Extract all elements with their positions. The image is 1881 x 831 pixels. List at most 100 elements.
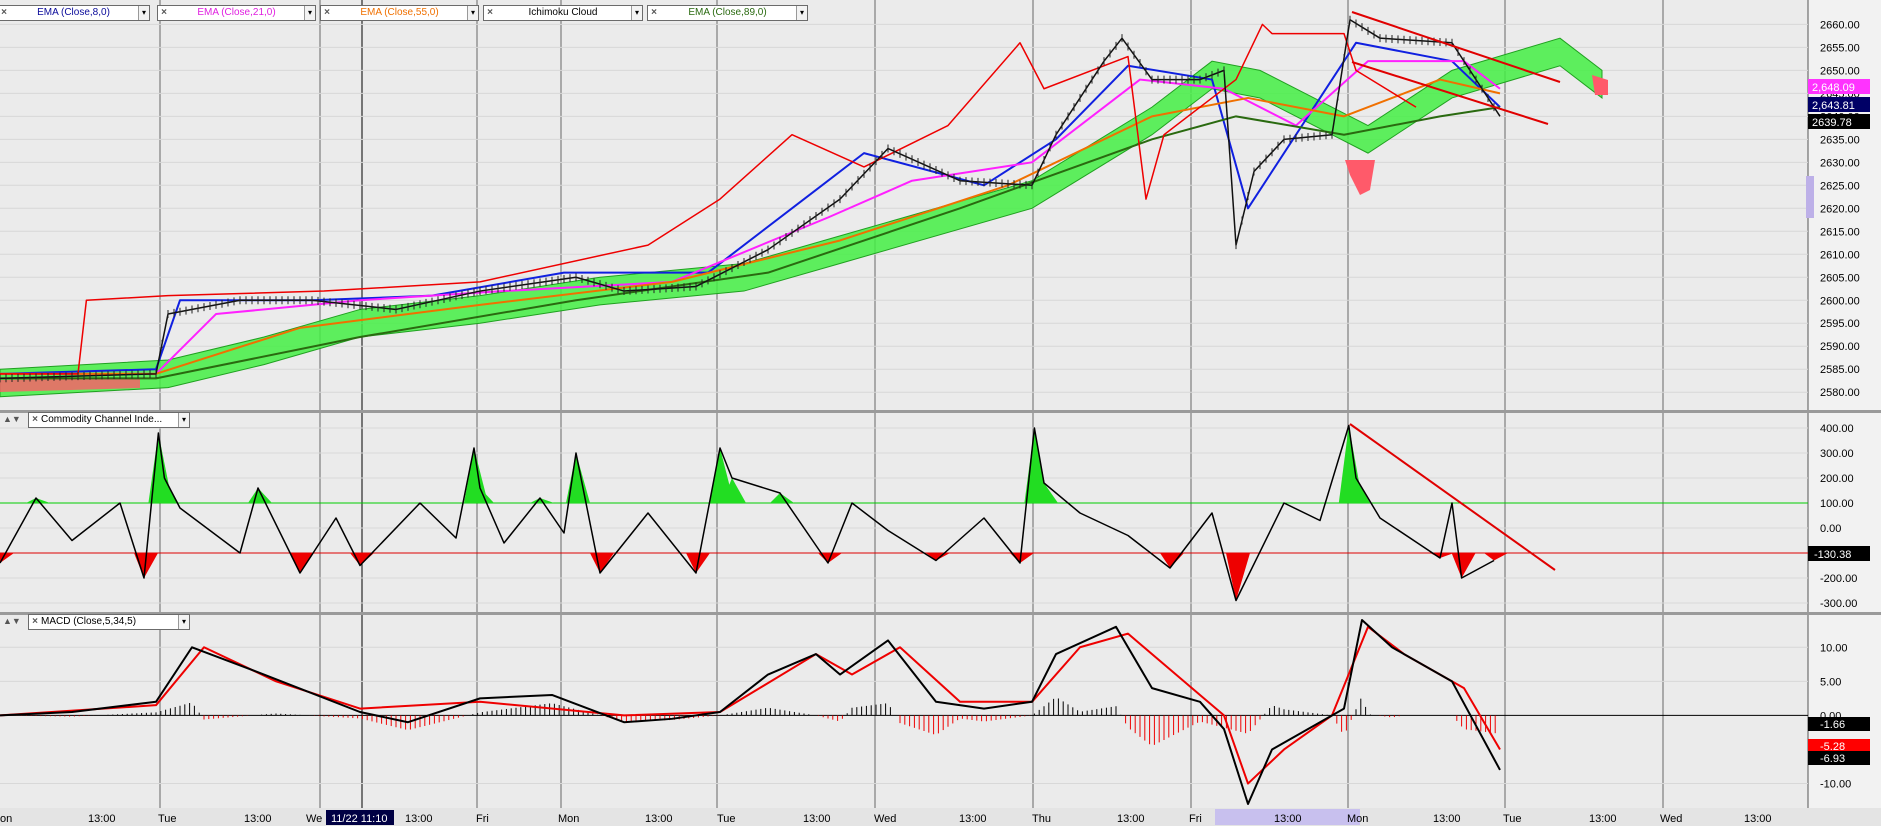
cci-oversold-fill xyxy=(1484,553,1508,561)
time-axis-label: 13:00 xyxy=(959,813,987,825)
cci-trendline xyxy=(1349,423,1556,571)
time-axis-label: Wed xyxy=(874,813,896,825)
time-axis-label: 13:00 xyxy=(88,813,116,825)
close-icon[interactable]: × xyxy=(161,7,167,18)
cci-oversold-fill xyxy=(290,553,314,573)
time-axis-label: 13:00 xyxy=(803,813,831,825)
indicator-box[interactable]: × Ichimoku Cloud ▾ xyxy=(483,5,643,21)
chevron-down-icon[interactable]: ▾ xyxy=(467,6,478,20)
panel-separator xyxy=(0,410,1881,413)
price-tick-label: 2655.00 xyxy=(1820,42,1860,54)
time-axis-label: Tue xyxy=(717,813,736,825)
chevron-down-icon[interactable]: ▾ xyxy=(138,6,149,20)
cci-tick-label: 100.00 xyxy=(1820,498,1854,510)
cci-oversold-fill xyxy=(1010,553,1034,563)
indicator-box[interactable]: × EMA (Close,89,0) ▾ xyxy=(647,5,808,21)
cci-overbought-fill xyxy=(770,493,794,503)
price-tick-label: 2660.00 xyxy=(1820,19,1860,31)
macd-badge: -5.28 xyxy=(1820,741,1845,753)
crosshair-time-badge xyxy=(326,810,394,825)
time-axis-label: 13:00 xyxy=(1274,813,1302,825)
cci-overbought-fill xyxy=(154,478,179,503)
panel-move-arrows-cci[interactable]: ▲▼ xyxy=(3,414,21,424)
cci-indicator-label: Commodity Channel Inde... xyxy=(41,414,163,425)
cci-overbought-fill xyxy=(1034,483,1058,503)
price-tick-label: 2630.00 xyxy=(1820,157,1860,169)
time-axis-label: Fri xyxy=(1189,813,1202,825)
time-axis-background xyxy=(0,808,1881,826)
close-icon[interactable]: × xyxy=(651,7,657,18)
macd-badge: -1.66 xyxy=(1820,719,1845,731)
close-icon[interactable]: × xyxy=(32,414,38,425)
panel-move-arrows-macd[interactable]: ▲▼ xyxy=(3,616,21,626)
time-axis-label: 13:00 xyxy=(405,813,433,825)
cci-tick-label: 400.00 xyxy=(1820,423,1854,435)
price-badge-bg xyxy=(1808,79,1870,94)
cci-series-line xyxy=(0,424,1495,602)
macd-indicator-label: MACD (Close,5,34,5) xyxy=(41,616,137,627)
ichimoku-cloud-bearish xyxy=(1592,75,1608,95)
price-tick-label: 2650.00 xyxy=(1820,65,1860,77)
chevron-down-icon[interactable]: ▾ xyxy=(178,413,189,427)
price-series-ema-close-21-0- xyxy=(0,60,1501,375)
indicator-box[interactable]: × EMA (Close,21,0) ▾ xyxy=(157,5,316,21)
price-series-ichimoku-lagging xyxy=(0,23,1417,375)
ichimoku-cloud xyxy=(0,37,1603,398)
close-icon[interactable]: × xyxy=(324,7,330,18)
close-icon[interactable]: × xyxy=(32,616,38,627)
price-badge: 2639.78 xyxy=(1812,117,1852,129)
cci-oversold-fill xyxy=(926,553,950,561)
indicator-label: EMA (Close,55,0) xyxy=(360,7,439,18)
time-axis-label: Tue xyxy=(1503,813,1522,825)
price-tick-label: 2600.00 xyxy=(1820,295,1860,307)
cci-indicator-box[interactable]: × Commodity Channel Inde... ▾ xyxy=(28,412,190,428)
cci-oversold-fill xyxy=(590,553,614,573)
chevron-down-icon[interactable]: ▾ xyxy=(178,615,189,629)
cci-tick-label: 200.00 xyxy=(1820,473,1854,485)
close-icon[interactable]: × xyxy=(487,7,493,18)
indicator-label: Ichimoku Cloud xyxy=(528,7,598,18)
macd-badge-bg xyxy=(1808,751,1870,765)
macd-badge-bg xyxy=(1808,739,1870,753)
indicator-box[interactable]: × EMA (Close,55,0) ▾ xyxy=(320,5,479,21)
time-axis-scroll-highlight xyxy=(1215,809,1360,825)
price-tick-label: 2590.00 xyxy=(1820,341,1860,353)
macd-tick-label: -10.00 xyxy=(1820,779,1851,791)
trendline xyxy=(1351,61,1549,125)
cci-overbought-fill xyxy=(464,448,488,503)
indicator-label: EMA (Close,8,0) xyxy=(37,7,110,18)
macd-indicator-box[interactable]: × MACD (Close,5,34,5) ▾ xyxy=(28,614,190,630)
ichimoku-cloud-bearish xyxy=(1345,160,1375,195)
price-tick-label: 2605.00 xyxy=(1820,272,1860,284)
time-axis-label: 13:00 xyxy=(645,813,673,825)
panel-background-1 xyxy=(0,412,1808,612)
cci-tick-label: 0.00 xyxy=(1820,523,1841,535)
macd-badge: -6.93 xyxy=(1820,753,1845,765)
price-tick-label: 2580.00 xyxy=(1820,387,1860,399)
time-axis-label: 13:00 xyxy=(244,813,272,825)
time-axis-label: Fri xyxy=(476,813,489,825)
indicator-box[interactable]: × EMA (Close,8,0) ▾ xyxy=(0,5,150,21)
time-axis-label: 11/22 11:10 xyxy=(331,813,387,825)
time-axis-label: We xyxy=(306,813,322,825)
cci-overbought-fill xyxy=(722,478,746,503)
cci-badge: -130.38 xyxy=(1814,549,1851,561)
time-axis-label: Tue xyxy=(158,813,177,825)
chevron-down-icon[interactable]: ▾ xyxy=(796,6,807,20)
chevron-down-icon[interactable]: ▾ xyxy=(631,6,642,20)
cci-oversold-fill xyxy=(1451,553,1476,578)
price-badge: 2,648.09 xyxy=(1812,82,1855,94)
macd-signal-line xyxy=(0,625,1501,785)
price-tick-label: 2585.00 xyxy=(1820,364,1860,376)
price-series-ema-close-55-0- xyxy=(0,78,1501,375)
time-axis-label: Mon xyxy=(1347,813,1368,825)
close-icon[interactable]: × xyxy=(1,7,7,18)
price-axis-background xyxy=(1808,0,1881,808)
axis-scroll-marker xyxy=(1806,176,1814,218)
macd-badge-bg xyxy=(1808,717,1870,731)
macd-tick-label: 5.00 xyxy=(1820,676,1841,688)
price-tick-label: 2620.00 xyxy=(1820,203,1860,215)
chevron-down-icon[interactable]: ▾ xyxy=(304,6,315,20)
